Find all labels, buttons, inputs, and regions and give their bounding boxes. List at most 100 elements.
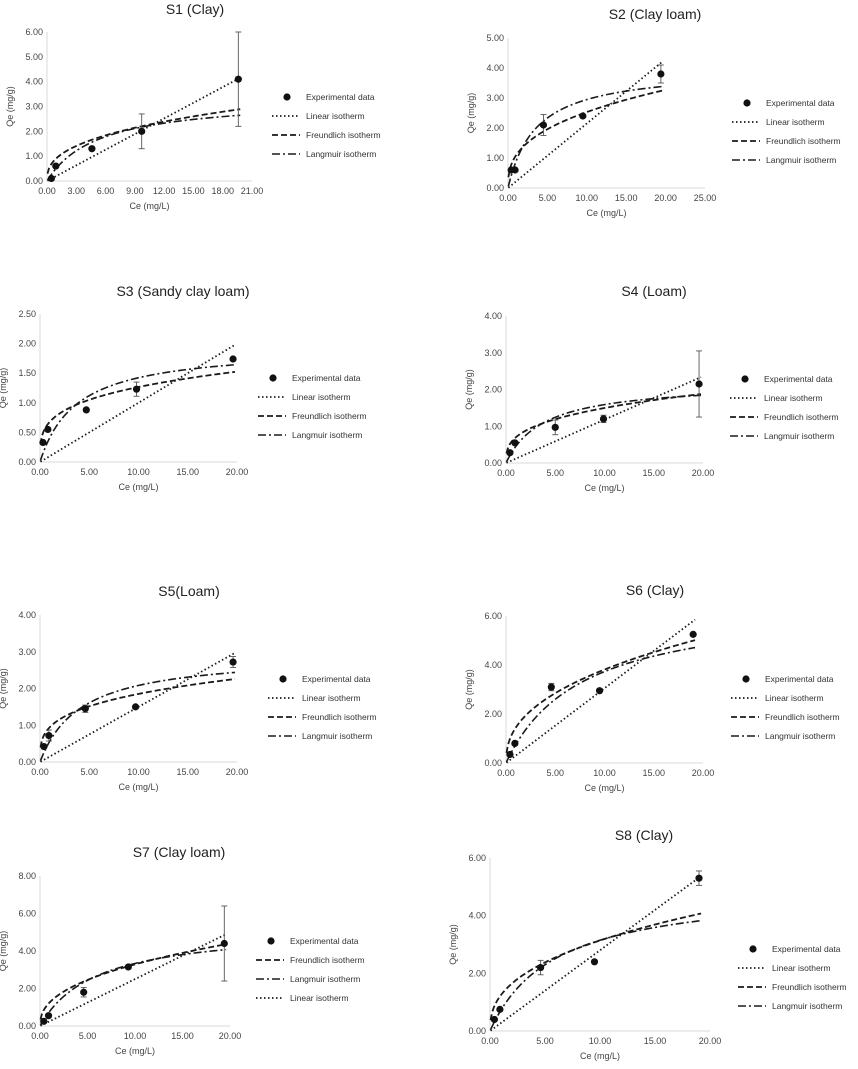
x-tick-label: 10.00 <box>127 467 150 477</box>
x-axis-label: Ce (mg/L) <box>584 483 624 493</box>
legend-label: Linear isotherm <box>772 963 831 973</box>
legend-label: Experimental data <box>292 373 361 383</box>
legend-label: Linear isotherm <box>290 993 349 1003</box>
legend-label: Linear isotherm <box>765 693 824 703</box>
legend-label: Freundlich isotherm <box>306 130 381 140</box>
y-tick-label: 4.00 <box>486 63 504 73</box>
chart-panel-1: S1 (Clay) 0.00 1.00 2.00 3.00 4.00 5.00 6.00 0.0… <box>5 1 381 211</box>
y-tick-label: 4.00 <box>484 311 502 321</box>
x-tick-label: 10.00 <box>124 1031 147 1041</box>
x-tick-label: 15.00 <box>171 1031 194 1041</box>
y-axis-label: Qe (mg/g) <box>448 924 458 965</box>
data-point <box>695 380 703 388</box>
y-tick-label: 2.00 <box>18 339 36 349</box>
chart-title: S6 (Clay) <box>626 582 684 598</box>
x-axis-label: Ce (mg/L) <box>586 208 626 218</box>
linear-isotherm-curve <box>40 933 227 1027</box>
y-tick-label: 2.00 <box>18 984 36 994</box>
data-point <box>52 162 60 170</box>
legend-label: Experimental data <box>766 98 835 108</box>
y-tick-label: 4.00 <box>468 911 486 921</box>
y-tick-label: 6.00 <box>18 909 36 919</box>
data-point <box>138 127 146 135</box>
chart-panel-3: S3 (Sandy clay loam) 0.00 0.50 1.00 1.50 2.00… <box>0 283 367 492</box>
data-point <box>506 750 514 759</box>
data-point <box>551 423 559 431</box>
legend-label: Langmuir isotherm <box>292 430 362 440</box>
x-tick-label: 0.00 <box>31 1031 49 1041</box>
y-tick-label: 0.00 <box>18 457 36 467</box>
y-axis-label: Qe (mg/g) <box>0 931 8 972</box>
x-axis-label: Ce (mg/L) <box>584 783 624 793</box>
x-tick-label: 15.00 <box>176 467 199 477</box>
legend-marker <box>743 99 751 107</box>
data-point <box>496 1005 504 1013</box>
langmuir-isotherm-curve <box>489 919 702 1031</box>
langmuir-isotherm-curve <box>46 114 241 181</box>
y-tick-label: 3.00 <box>25 102 43 112</box>
y-tick-label: 5.00 <box>25 52 43 62</box>
chart-panel-4: S4 (Loam) 0.00 1.00 2.00 3.00 4.00 0.00 5.00 10.… <box>464 283 839 493</box>
freundlich-isotherm-curve <box>39 943 227 1020</box>
legend-label: Langmuir isotherm <box>772 1001 842 1011</box>
linear-isotherm-curve <box>40 652 236 763</box>
y-tick-label: 0.00 <box>468 1026 486 1036</box>
data-point <box>511 166 519 174</box>
legend-label: Linear isotherm <box>766 117 825 127</box>
y-tick-label: 4.00 <box>25 77 43 87</box>
x-tick-label: 10.00 <box>593 468 616 478</box>
legend-label: Langmuir isotherm <box>306 149 376 159</box>
data-point <box>234 75 242 83</box>
x-tick-label: 25.00 <box>694 193 717 203</box>
legend-label: Langmuir isotherm <box>290 974 360 984</box>
data-point <box>590 958 599 966</box>
x-tick-label: 0.00 <box>499 193 517 203</box>
data-point <box>39 438 47 447</box>
x-tick-label: 0.00 <box>31 467 49 477</box>
legend-label: Freundlich isotherm <box>292 411 367 421</box>
y-tick-label: 0.00 <box>18 1021 36 1031</box>
chart-panel-7: S7 (Clay loam) 0.00 2.00 4.00 6.00 8.00 0.00 5.… <box>0 844 365 1056</box>
y-tick-label: 1.00 <box>18 720 36 730</box>
y-tick-label: 3.00 <box>486 93 504 103</box>
y-tick-label: 2.00 <box>18 684 36 694</box>
data-point <box>511 439 519 447</box>
data-point <box>40 1017 48 1025</box>
langmuir-isotherm-curve <box>505 646 696 763</box>
x-tick-label: 15.00 <box>642 768 665 778</box>
data-point <box>599 415 608 423</box>
chart-panel-5: S5(Loam) 0.00 1.00 2.00 3.00 4.00 0.00 5.00 10.0… <box>0 583 377 792</box>
legend-marker <box>742 675 750 683</box>
y-tick-label: 2.00 <box>484 709 502 719</box>
legend-label: Langmuir isotherm <box>302 731 372 741</box>
langmuir-isotherm-curve <box>507 85 663 187</box>
legend-label: Freundlich isotherm <box>302 712 377 722</box>
freundlich-isotherm-curve <box>505 639 696 754</box>
x-tick-label: 15.00 <box>644 1036 667 1046</box>
x-axis-label: Ce (mg/L) <box>129 201 169 211</box>
linear-isotherm-curve <box>505 618 696 764</box>
y-tick-label: 0.00 <box>484 758 502 768</box>
y-tick-label: 1.00 <box>484 421 502 431</box>
y-tick-label: 1.00 <box>18 398 36 408</box>
chart-title: S2 (Clay loam) <box>609 6 702 22</box>
y-tick-label: 2.50 <box>18 309 36 319</box>
x-tick-label: 0.00 <box>31 767 49 777</box>
x-tick-label: 3.00 <box>68 186 86 196</box>
linear-isotherm-curve <box>507 60 663 189</box>
x-tick-label: 5.00 <box>539 193 557 203</box>
x-tick-label: 6.00 <box>97 186 115 196</box>
langmuir-isotherm-curve <box>39 948 227 1026</box>
x-axis-label: Ce (mg/L) <box>115 1046 155 1056</box>
legend-label: Freundlich isotherm <box>290 955 365 965</box>
linear-isotherm-curve <box>40 344 236 463</box>
chart-title: S4 (Loam) <box>621 283 686 299</box>
data-point <box>506 449 514 457</box>
legend-label: Freundlich isotherm <box>765 712 840 722</box>
y-tick-label: 8.00 <box>18 871 36 881</box>
data-point <box>45 731 53 740</box>
legend-label: Linear isotherm <box>302 693 361 703</box>
y-tick-label: 2.00 <box>25 126 43 136</box>
legend-marker <box>283 93 291 101</box>
x-axis-label: Ce (mg/L) <box>580 1051 620 1061</box>
